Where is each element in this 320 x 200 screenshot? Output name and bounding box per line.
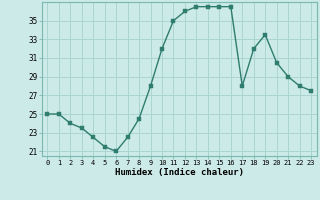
X-axis label: Humidex (Indice chaleur): Humidex (Indice chaleur): [115, 168, 244, 177]
